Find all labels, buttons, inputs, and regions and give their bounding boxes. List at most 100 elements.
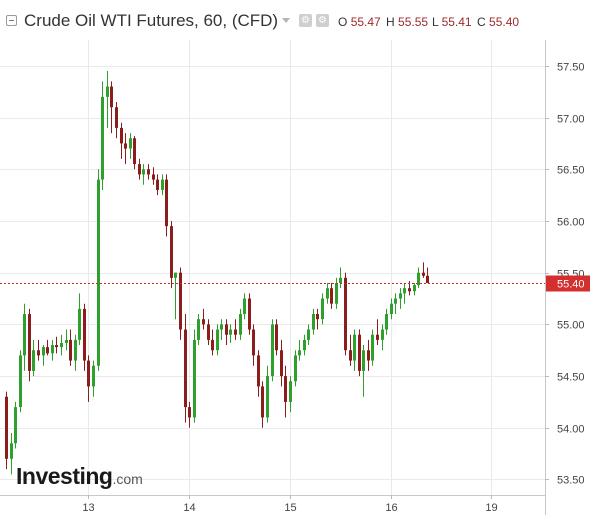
ohlc-close: C 55.40 <box>477 15 520 29</box>
candle <box>344 272 347 356</box>
candle-body <box>78 308 81 340</box>
candle <box>65 329 68 351</box>
candle-body <box>101 96 104 180</box>
chevron-down-icon[interactable] <box>282 18 290 23</box>
candle-body <box>367 350 370 361</box>
candle-body <box>229 329 232 335</box>
candle-body <box>46 347 49 354</box>
candle <box>229 324 232 343</box>
y-tick-label: 56.00 <box>557 217 585 229</box>
ohlc-open: O 55.47 <box>338 15 381 29</box>
candle-body <box>74 339 77 361</box>
candle <box>358 329 361 377</box>
candle <box>174 272 177 320</box>
candle <box>32 339 35 377</box>
candle <box>138 158 141 180</box>
candle <box>147 164 150 180</box>
candle-body <box>312 314 315 330</box>
candle-body <box>353 334 356 361</box>
y-tick-label: 57.50 <box>557 62 585 74</box>
x-tick-label: 15 <box>284 502 296 514</box>
candle <box>87 355 90 402</box>
candle <box>156 174 159 196</box>
candle <box>207 319 210 346</box>
candle <box>55 336 58 354</box>
candle-body <box>184 329 187 408</box>
candle <box>422 262 425 278</box>
candle-body <box>284 376 287 402</box>
candle-body <box>165 179 168 227</box>
candle-body <box>243 298 246 315</box>
candle-body <box>106 86 109 97</box>
candle-body <box>307 329 310 340</box>
candle-body <box>207 324 210 340</box>
candle <box>312 308 315 335</box>
candle-body <box>129 138 132 149</box>
candle-body <box>335 283 338 304</box>
candle-body <box>371 334 374 361</box>
settings-icon[interactable]: ⚙ <box>299 14 312 27</box>
candle <box>426 267 429 284</box>
candle <box>371 329 374 366</box>
candle <box>51 339 54 361</box>
candle-body <box>170 226 173 278</box>
candle-body <box>28 314 31 371</box>
candle <box>60 334 63 356</box>
candle <box>120 122 123 159</box>
candle-body <box>115 107 118 128</box>
candle-body <box>5 396 8 459</box>
candle-body <box>376 334 379 340</box>
candle <box>252 324 255 366</box>
candle-body <box>179 272 182 330</box>
candle <box>69 329 72 366</box>
candle <box>142 164 145 185</box>
y-tick-label: 54.50 <box>557 372 585 384</box>
candle <box>83 303 86 371</box>
candle <box>271 319 274 382</box>
candle <box>362 345 365 397</box>
candle <box>390 298 393 320</box>
candle <box>19 350 22 413</box>
candle <box>298 339 301 361</box>
candle-body <box>211 339 214 351</box>
candle <box>170 220 173 289</box>
candle-body <box>147 169 150 175</box>
candle-body <box>225 324 228 335</box>
candle <box>74 334 77 371</box>
candle <box>321 293 324 325</box>
candle <box>78 293 81 346</box>
candle <box>349 334 352 366</box>
last-price-label: 55.40 <box>557 279 585 291</box>
candle-body <box>234 329 237 335</box>
candle <box>97 169 100 371</box>
candle-body <box>37 350 40 356</box>
chart-header: Crude Oil WTI Futures, 60, (CFD) ⚙ ⚙ O 5… <box>0 0 591 40</box>
candle <box>14 401 17 449</box>
candle-body <box>266 376 269 418</box>
candle-body <box>330 288 333 304</box>
candle-body <box>32 350 35 371</box>
candle-body <box>152 174 155 180</box>
candle <box>275 319 278 356</box>
candle <box>161 174 164 196</box>
candle <box>394 293 397 315</box>
candle <box>28 308 31 382</box>
candle-body <box>381 329 384 340</box>
candle-body <box>271 324 274 377</box>
last-price-indicator: 55.40 <box>0 275 590 292</box>
candle-body <box>275 324 278 351</box>
candle-body <box>138 164 141 175</box>
candle-body <box>14 407 17 444</box>
candle <box>239 308 242 340</box>
candle <box>367 339 370 371</box>
candle-body <box>403 288 406 294</box>
candle <box>280 339 283 387</box>
candle <box>413 283 416 296</box>
candle-body <box>220 324 223 330</box>
collapse-icon[interactable] <box>6 15 17 26</box>
candle-body <box>83 308 86 361</box>
candle-body <box>97 179 100 366</box>
candle <box>330 283 333 309</box>
gear-icon[interactable]: ⚙ <box>316 14 329 27</box>
